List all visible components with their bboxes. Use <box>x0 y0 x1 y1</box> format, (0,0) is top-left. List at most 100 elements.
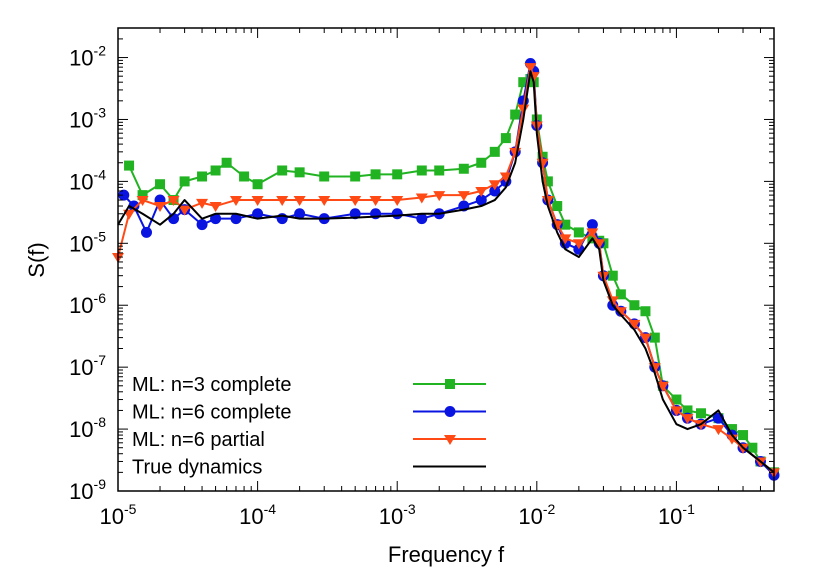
data-point <box>682 405 693 416</box>
data-point <box>319 171 330 182</box>
data-point <box>416 165 427 176</box>
y-tick-labels: 10-9 10-8 10-7 10-6 10-5 10-4 10-3 10-2 <box>69 43 106 504</box>
data-point <box>517 104 530 115</box>
data-point <box>155 179 166 190</box>
data-point <box>489 146 500 157</box>
data-point <box>639 333 652 344</box>
data-point <box>559 234 572 245</box>
data-point <box>670 406 683 417</box>
data-point <box>124 160 135 171</box>
data-point <box>593 239 606 250</box>
data-point <box>726 424 737 435</box>
x-axis-label: Frequency f <box>388 542 505 567</box>
data-point <box>349 196 362 207</box>
data-point <box>649 332 660 343</box>
y-tick-label: 10-7 <box>69 352 106 380</box>
data-point <box>747 442 758 453</box>
legend-label: ML: n=6 partial <box>132 429 265 451</box>
data-point <box>489 185 501 197</box>
data-point <box>475 186 488 197</box>
data-point <box>415 193 428 204</box>
data-point <box>640 306 651 317</box>
data-point <box>572 239 585 250</box>
data-point <box>476 157 487 168</box>
data-point <box>178 205 191 216</box>
data-point <box>392 169 403 180</box>
data-point <box>416 213 428 225</box>
data-point <box>458 163 469 174</box>
data-point <box>209 202 222 213</box>
legend-marker <box>444 435 456 445</box>
data-point <box>586 219 598 231</box>
data-point <box>294 208 306 220</box>
data-point <box>542 176 553 187</box>
legend-marker <box>445 379 455 389</box>
legend-label: True dynamics <box>132 457 262 479</box>
y-tick-label: 10-4 <box>69 166 106 194</box>
y-tick-label: 10-2 <box>69 43 106 71</box>
data-point <box>607 270 618 281</box>
data-point <box>276 196 289 207</box>
data-point <box>179 176 190 187</box>
legend-label: ML: n=6 complete <box>132 402 292 424</box>
data-point <box>586 228 599 239</box>
data-point <box>252 208 264 220</box>
y-tick-label: 10-9 <box>69 476 106 504</box>
x-tick-label: 10-5 <box>100 501 137 529</box>
data-point <box>712 425 725 436</box>
data-point <box>541 196 554 207</box>
data-point <box>433 191 446 202</box>
data-point <box>573 227 584 238</box>
data-point <box>230 213 242 225</box>
data-point <box>457 191 470 202</box>
data-point <box>229 196 242 207</box>
data-point <box>656 381 669 392</box>
data-point <box>518 77 529 88</box>
data-point <box>738 430 749 441</box>
data-point <box>671 394 682 405</box>
data-point <box>629 300 640 311</box>
data-point <box>118 189 130 201</box>
data-point <box>210 165 221 176</box>
data-point <box>510 109 521 120</box>
data-point <box>552 201 563 212</box>
data-point <box>560 219 571 230</box>
data-point <box>350 171 361 182</box>
data-point <box>524 63 537 74</box>
data-point <box>251 196 264 207</box>
data-point <box>210 213 222 225</box>
data-point <box>681 414 694 425</box>
data-point <box>391 208 403 220</box>
y-tick-label: 10-3 <box>69 104 106 132</box>
data-point <box>277 165 288 176</box>
data-point <box>696 408 707 419</box>
legend-marker <box>444 406 456 417</box>
data-point <box>391 196 404 207</box>
data-point <box>628 319 641 330</box>
data-point <box>197 171 208 182</box>
data-point <box>434 165 445 176</box>
series-3 <box>117 70 775 474</box>
y-tick-label: 10-6 <box>69 290 106 318</box>
data-point <box>488 180 501 191</box>
data-point <box>370 169 381 180</box>
x-tick-label: 10-2 <box>518 501 555 529</box>
data-point <box>140 226 152 238</box>
data-point <box>318 196 331 207</box>
data-point <box>294 167 305 178</box>
data-point <box>475 194 487 206</box>
legend: ML: n=3 complete ML: n=6 complete ML: n=6 … <box>132 374 486 479</box>
data-point <box>128 200 140 212</box>
y-tick-label: 10-5 <box>69 228 106 256</box>
data-point <box>196 219 208 231</box>
x-tick-label: 10-1 <box>658 501 695 529</box>
data-point <box>137 190 148 201</box>
data-point <box>154 202 167 213</box>
data-point <box>252 179 263 190</box>
x-tick-labels: 10-5 10-4 10-3 10-2 10-1 <box>100 501 696 529</box>
series-line <box>117 70 775 474</box>
data-point <box>369 196 382 207</box>
data-point <box>500 133 511 144</box>
